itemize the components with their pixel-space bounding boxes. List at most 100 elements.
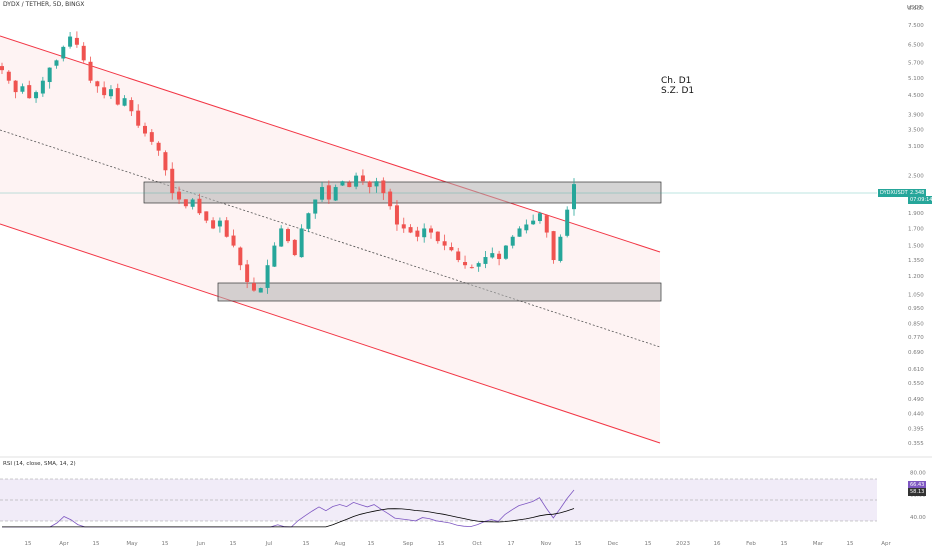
- candle-body[interactable]: [68, 36, 73, 47]
- candle-body[interactable]: [463, 262, 468, 266]
- candle-body[interactable]: [326, 185, 331, 200]
- candle-body[interactable]: [136, 110, 141, 126]
- candle-body[interactable]: [47, 67, 52, 83]
- candle-body[interactable]: [183, 199, 188, 207]
- candle-body[interactable]: [238, 247, 243, 266]
- candle-body[interactable]: [265, 265, 270, 288]
- candle-body[interactable]: [224, 220, 229, 237]
- price-tick-label: 0.610: [908, 367, 924, 373]
- candle-body[interactable]: [299, 228, 304, 258]
- candle-body[interactable]: [435, 231, 440, 242]
- candle-body[interactable]: [292, 239, 297, 256]
- channel-lower-line[interactable]: [0, 223, 661, 444]
- rsi-sma-line[interactable]: [2, 508, 575, 528]
- candles: [0, 31, 576, 294]
- candle-body[interactable]: [551, 231, 556, 261]
- candle-body[interactable]: [217, 220, 222, 227]
- candle-body[interactable]: [476, 263, 481, 267]
- candle-body[interactable]: [544, 215, 549, 233]
- candle-body[interactable]: [272, 245, 277, 267]
- candle-body[interactable]: [469, 267, 474, 269]
- candle-body[interactable]: [204, 211, 209, 221]
- candle-body[interactable]: [340, 181, 345, 186]
- candle-body[interactable]: [354, 175, 359, 187]
- candle-body[interactable]: [360, 175, 365, 182]
- candle-body[interactable]: [129, 100, 134, 112]
- candle-body[interactable]: [449, 247, 454, 251]
- support-zone[interactable]: [217, 282, 662, 302]
- price-tick-label: 8.500: [908, 6, 924, 12]
- candle-body[interactable]: [108, 89, 113, 97]
- candle-body[interactable]: [27, 85, 32, 99]
- candle-body[interactable]: [54, 60, 59, 66]
- candle-body[interactable]: [163, 152, 168, 171]
- candle-body[interactable]: [497, 253, 502, 260]
- candle-body[interactable]: [483, 257, 488, 264]
- candle-body[interactable]: [517, 228, 522, 237]
- candle-body[interactable]: [347, 182, 352, 188]
- candle-body[interactable]: [381, 180, 386, 194]
- channel-upper-line[interactable]: [0, 35, 661, 253]
- candle-body[interactable]: [190, 199, 195, 207]
- candle-body[interactable]: [197, 198, 202, 214]
- price-tick-label: 1.700: [908, 226, 924, 232]
- candle-body[interactable]: [422, 228, 427, 238]
- candle-body[interactable]: [286, 229, 290, 242]
- candle-body[interactable]: [6, 71, 11, 81]
- candle-body[interactable]: [401, 224, 406, 229]
- candle-body[interactable]: [170, 168, 175, 194]
- candle-body[interactable]: [231, 235, 236, 246]
- candle-body[interactable]: [537, 213, 542, 222]
- candle-body[interactable]: [394, 205, 399, 225]
- candle-body[interactable]: [531, 220, 536, 225]
- candle-body[interactable]: [13, 80, 18, 93]
- candle-body[interactable]: [558, 236, 563, 261]
- candle-body[interactable]: [143, 125, 147, 134]
- time-tick-label: 16: [714, 541, 721, 547]
- candle-body[interactable]: [503, 245, 508, 259]
- candle-body[interactable]: [524, 224, 529, 231]
- candle-body[interactable]: [61, 46, 66, 59]
- candle-body[interactable]: [211, 220, 216, 229]
- candle-body[interactable]: [374, 181, 379, 187]
- candle-body[interactable]: [510, 236, 515, 246]
- candle-body[interactable]: [20, 86, 25, 92]
- resistance-zone[interactable]: [143, 181, 662, 204]
- candle-body[interactable]: [149, 132, 154, 142]
- candle-body[interactable]: [177, 191, 182, 200]
- candle-body[interactable]: [408, 227, 413, 233]
- candle-body[interactable]: [442, 241, 447, 246]
- candle-body[interactable]: [251, 283, 256, 291]
- candle-body[interactable]: [258, 288, 263, 293]
- candle-body[interactable]: [415, 230, 420, 237]
- price-tick-label: 0.395: [908, 426, 924, 432]
- candle-body[interactable]: [0, 66, 4, 71]
- candle-body[interactable]: [88, 61, 93, 81]
- candle-body[interactable]: [74, 37, 79, 45]
- candle-body[interactable]: [456, 251, 461, 261]
- time-tick-label: 15: [847, 541, 854, 547]
- candle-body[interactable]: [34, 92, 39, 99]
- candle-body[interactable]: [115, 88, 120, 105]
- time-tick-label: Oct: [472, 541, 482, 547]
- candle-body[interactable]: [490, 253, 495, 258]
- candle-body[interactable]: [122, 98, 127, 106]
- candle-body[interactable]: [333, 187, 338, 201]
- candle-body[interactable]: [245, 264, 250, 282]
- candle-body[interactable]: [429, 228, 433, 233]
- candle-body[interactable]: [367, 181, 372, 188]
- candle-body[interactable]: [388, 191, 393, 207]
- candle-body[interactable]: [572, 184, 576, 210]
- candle-body[interactable]: [279, 228, 284, 247]
- candle-body[interactable]: [313, 199, 318, 214]
- candle-body[interactable]: [156, 142, 161, 151]
- candle-body[interactable]: [565, 209, 570, 236]
- time-tick-label: 2023: [676, 541, 690, 547]
- candle-body[interactable]: [40, 80, 45, 94]
- candle-body[interactable]: [102, 87, 107, 96]
- candle-body[interactable]: [95, 81, 100, 87]
- candle-body[interactable]: [306, 213, 311, 229]
- candle-body[interactable]: [320, 187, 325, 200]
- candle-body[interactable]: [81, 45, 86, 61]
